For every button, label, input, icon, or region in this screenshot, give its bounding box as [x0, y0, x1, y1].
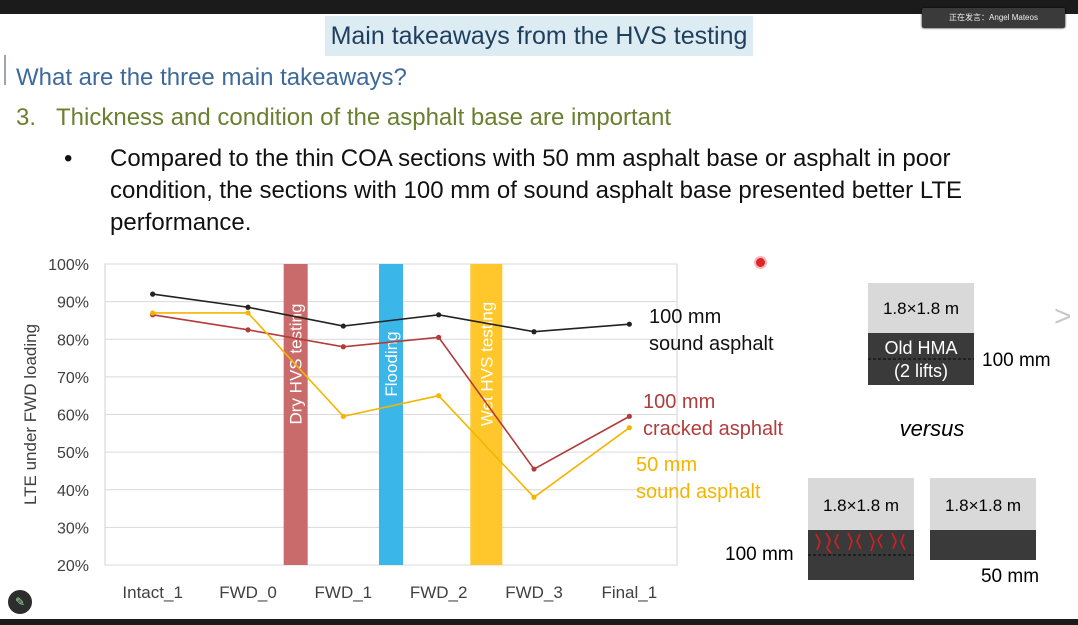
series-line — [152, 312, 630, 499]
data-point — [340, 413, 346, 419]
y-tick-label: 40% — [57, 483, 89, 500]
data-point — [150, 291, 156, 297]
event-band — [283, 264, 308, 565]
series-label: 100 mm — [643, 391, 715, 413]
data-point — [150, 310, 156, 316]
y-axis-label: LTE under FWD loading — [21, 324, 40, 505]
top-slab-thickness: 100 mm — [982, 350, 1051, 371]
crack-marks — [815, 532, 906, 554]
top-slab-surface — [868, 283, 974, 333]
data-point — [531, 494, 537, 500]
series-label: 50 mm — [636, 454, 697, 476]
data-point — [245, 310, 251, 316]
x-tick-label: FWD_3 — [505, 583, 563, 602]
series-line — [152, 293, 630, 333]
data-point — [626, 321, 632, 327]
bullet-marker: • — [64, 145, 73, 172]
data-point — [245, 304, 251, 310]
series-label: sound asphalt — [636, 481, 761, 503]
pavement-section-diagram: 1.8×1.8 m Old HMA (2 lifts) 100 mm versu… — [725, 283, 1051, 587]
bottom-window-bar — [0, 619, 1078, 625]
thin-slab-thickness: 50 mm — [981, 566, 1039, 587]
y-tick-label: 70% — [57, 370, 89, 387]
versus-label: versus — [900, 416, 965, 441]
data-point — [626, 413, 632, 419]
cracked-slab-thickness: 100 mm — [725, 544, 794, 565]
slide-title: Main takeaways from the HVS testing — [325, 16, 753, 56]
cracked-slab-surface — [808, 478, 914, 530]
x-tick-label: Final_1 — [601, 583, 657, 602]
base-label-line2: (2 lifts) — [894, 361, 948, 381]
series-label: 100 mm — [649, 306, 721, 328]
data-point — [436, 312, 442, 318]
base-label-line1: Old HMA — [884, 338, 957, 358]
x-tick-label: Intact_1 — [122, 583, 183, 602]
text-cursor — [4, 55, 6, 85]
event-band — [379, 264, 403, 565]
thin-slab-surface — [930, 478, 1036, 530]
next-slide-chevron-icon[interactable]: > — [1054, 300, 1072, 333]
lte-line-chart: 20% 30% 40% 50% 60% 70% 80% 90% 100% Dry HVS test… — [21, 257, 784, 602]
x-tick-label: FWD_2 — [410, 583, 468, 602]
takeaway-number: 3. — [16, 104, 37, 131]
recording-indicator — [756, 258, 765, 267]
event-band — [470, 264, 503, 565]
bullet-text: Compared to the thin COA sections with 5… — [110, 145, 963, 236]
speaker-indicator: 正在发言：Angel Mateos — [922, 8, 1065, 28]
takeaway-heading: 3. Thickness and condition of the asphalt… — [16, 104, 671, 132]
y-tick-label: 60% — [57, 408, 89, 425]
x-tick-label: FWD_0 — [219, 583, 277, 602]
data-point — [436, 334, 442, 340]
series-label: sound asphalt — [649, 333, 774, 355]
x-tick-label: FWD_1 — [315, 583, 373, 602]
top-slab-size: 1.8×1.8 m — [883, 299, 959, 318]
takeaway-text: Thickness and condition of the asphalt b… — [56, 104, 672, 131]
y-tick-label: 90% — [57, 295, 89, 312]
thin-slab-size: 1.8×1.8 m — [945, 496, 1021, 515]
series-line — [152, 314, 630, 471]
series-label: cracked asphalt — [643, 418, 784, 440]
event-label: Wet HVS testing — [477, 302, 496, 426]
pen-tool-icon[interactable]: ✎ — [8, 590, 32, 614]
y-tick-label: 50% — [57, 445, 89, 462]
y-tick-label: 100% — [48, 257, 89, 274]
slide-question: What are the three main takeaways? — [16, 64, 407, 91]
data-point — [436, 393, 442, 399]
y-tick-label: 80% — [57, 332, 89, 349]
data-point — [531, 466, 537, 472]
cracked-slab-size: 1.8×1.8 m — [823, 496, 899, 515]
event-label: Dry HVS testing — [287, 304, 306, 425]
data-point — [531, 329, 537, 335]
data-point — [626, 425, 632, 431]
data-point — [340, 323, 346, 329]
data-point — [340, 344, 346, 350]
event-label: Flooding — [382, 331, 401, 396]
y-tick-label: 30% — [57, 520, 89, 537]
data-point — [245, 327, 251, 333]
thin-slab-base — [930, 530, 1036, 560]
top-window-bar — [0, 0, 1078, 14]
y-tick-label: 20% — [57, 558, 89, 575]
